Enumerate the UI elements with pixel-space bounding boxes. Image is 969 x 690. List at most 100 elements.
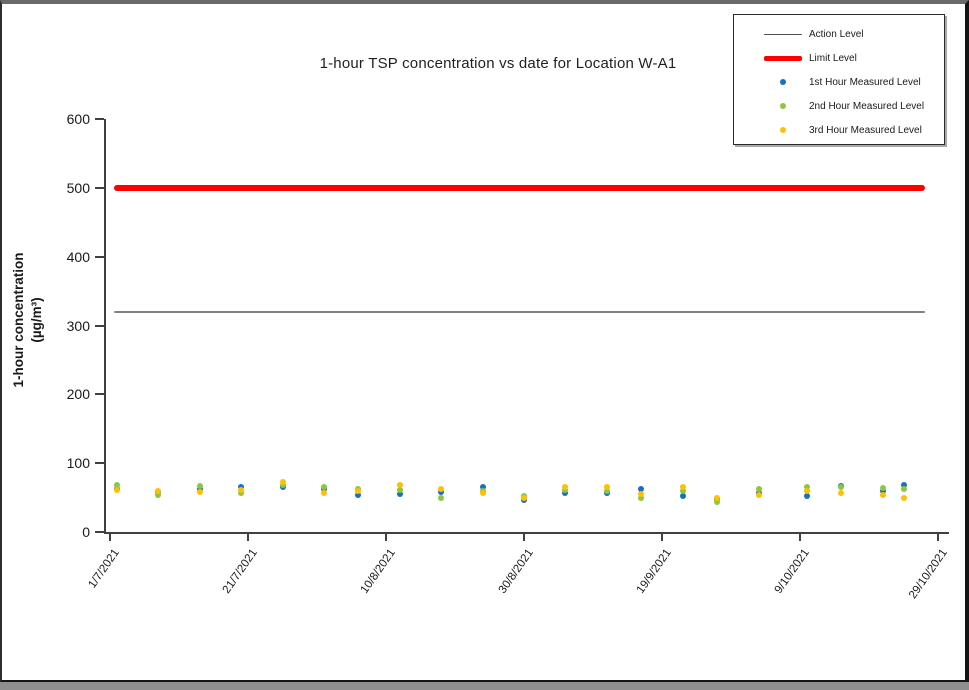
- limit-level-line: [114, 184, 925, 191]
- data-point-3: [638, 491, 645, 498]
- data-point-2: [113, 482, 120, 489]
- dot-sample-icon: [780, 103, 786, 109]
- x-tick: [523, 534, 525, 541]
- data-point-3: [900, 494, 907, 501]
- x-tick: [799, 534, 801, 541]
- legend-item: Limit Level: [734, 46, 944, 70]
- legend-item: 3rd Hour Measured Level: [734, 118, 944, 142]
- data-point-2: [196, 482, 203, 489]
- legend-box: Action Level Limit Level 1st Hour Measured…: [733, 14, 945, 145]
- y-tick-label: 300: [66, 317, 90, 334]
- y-axis-title-line2: (µg/m³): [28, 297, 44, 343]
- y-axis-title-line1: 1-hour concentration: [11, 252, 26, 388]
- legend-line-swatch: [764, 33, 802, 35]
- data-point-3: [879, 491, 886, 498]
- data-point-3: [320, 489, 327, 496]
- chart-title: 1-hour TSP concentration vs date for Loc…: [319, 55, 677, 72]
- legend-item: Action Level: [734, 22, 944, 46]
- x-tick: [109, 534, 111, 541]
- legend-item: 2nd Hour Measured Level: [734, 94, 944, 118]
- data-point-3: [521, 494, 527, 501]
- y-tick: [95, 462, 104, 465]
- x-tick: [937, 534, 939, 541]
- data-point-3: [355, 488, 362, 495]
- data-point-3: [238, 487, 245, 493]
- data-point-1: [355, 491, 362, 498]
- data-point-2: [603, 487, 610, 494]
- y-tick-label: 600: [66, 111, 90, 127]
- data-point-3: [714, 495, 721, 502]
- dot-sample-icon: [780, 79, 786, 85]
- y-tick: [95, 393, 104, 396]
- y-tick-label: 500: [66, 179, 90, 196]
- x-tick-label: 10/8/2021: [358, 547, 398, 596]
- data-point-3: [562, 484, 569, 491]
- legend-line-swatch: [764, 55, 802, 61]
- y-tick: [95, 186, 104, 189]
- data-point-3: [279, 478, 286, 485]
- data-point-3: [113, 487, 120, 493]
- y-tick-label: 0: [82, 524, 90, 540]
- legend-dot-swatch: [764, 127, 802, 133]
- data-point-3: [479, 490, 486, 497]
- data-point-3: [838, 490, 845, 497]
- data-point-1: [900, 481, 907, 488]
- legend-item-label: Limit Level: [809, 52, 857, 64]
- x-tick-label: 1/7/2021: [86, 547, 122, 591]
- data-point-1: [879, 488, 886, 495]
- y-tick-label: 200: [66, 386, 90, 403]
- data-point-2: [679, 488, 686, 495]
- data-point-2: [638, 495, 645, 502]
- data-point-1: [438, 489, 445, 496]
- data-point-1: [479, 483, 486, 490]
- data-point-2: [155, 491, 162, 498]
- data-point-1: [679, 493, 686, 500]
- data-point-3: [196, 489, 203, 496]
- x-tick-label: 9/10/2021: [772, 547, 812, 596]
- action-level-line: [114, 310, 925, 313]
- x-tick-label: 29/10/2021: [906, 547, 950, 602]
- y-tick: [95, 118, 104, 120]
- legend-dot-swatch: [764, 79, 802, 85]
- data-point-3: [755, 491, 762, 498]
- data-point-2: [755, 485, 762, 492]
- data-point-3: [803, 487, 810, 494]
- x-tick-label: 19/9/2021: [634, 547, 674, 596]
- legend-item-label: 1st Hour Measured Level: [809, 76, 921, 88]
- data-point-2: [714, 499, 721, 506]
- data-point-2: [900, 486, 907, 493]
- legend-item-label: 2nd Hour Measured Level: [809, 100, 925, 112]
- data-point-2: [879, 484, 886, 491]
- x-tick-label: 30/8/2021: [496, 547, 536, 596]
- legend-dot-swatch: [764, 103, 802, 109]
- y-tick-label: 100: [66, 455, 90, 472]
- data-point-1: [562, 490, 569, 497]
- y-axis-title: 1-hour concentration (µg/m³): [10, 220, 50, 420]
- line-sample-icon: [764, 33, 802, 35]
- legend-item: 1st Hour Measured Level: [734, 70, 944, 94]
- x-tick: [661, 534, 663, 541]
- y-tick: [95, 255, 104, 258]
- x-tick-label: 21/7/2021: [220, 547, 260, 596]
- y-tick-label: 400: [66, 248, 90, 265]
- x-axis-line: [104, 532, 949, 534]
- data-point-3: [155, 487, 162, 494]
- data-point-2: [562, 487, 569, 493]
- data-point-2: [838, 484, 845, 491]
- y-tick: [95, 531, 104, 533]
- data-point-3: [679, 484, 686, 491]
- line-sample-icon: [764, 55, 802, 61]
- data-point-3: [396, 482, 403, 489]
- data-point-1: [396, 491, 403, 498]
- y-axis-line: [104, 119, 106, 534]
- data-point-2: [803, 484, 810, 491]
- legend-item-label: Action Level: [809, 28, 864, 40]
- data-point-2: [320, 483, 327, 490]
- data-point-1: [638, 486, 645, 493]
- data-point-1: [803, 492, 810, 499]
- data-point-3: [438, 486, 445, 493]
- x-tick: [385, 534, 387, 541]
- legend-item-label: 3rd Hour Measured Level: [809, 124, 922, 136]
